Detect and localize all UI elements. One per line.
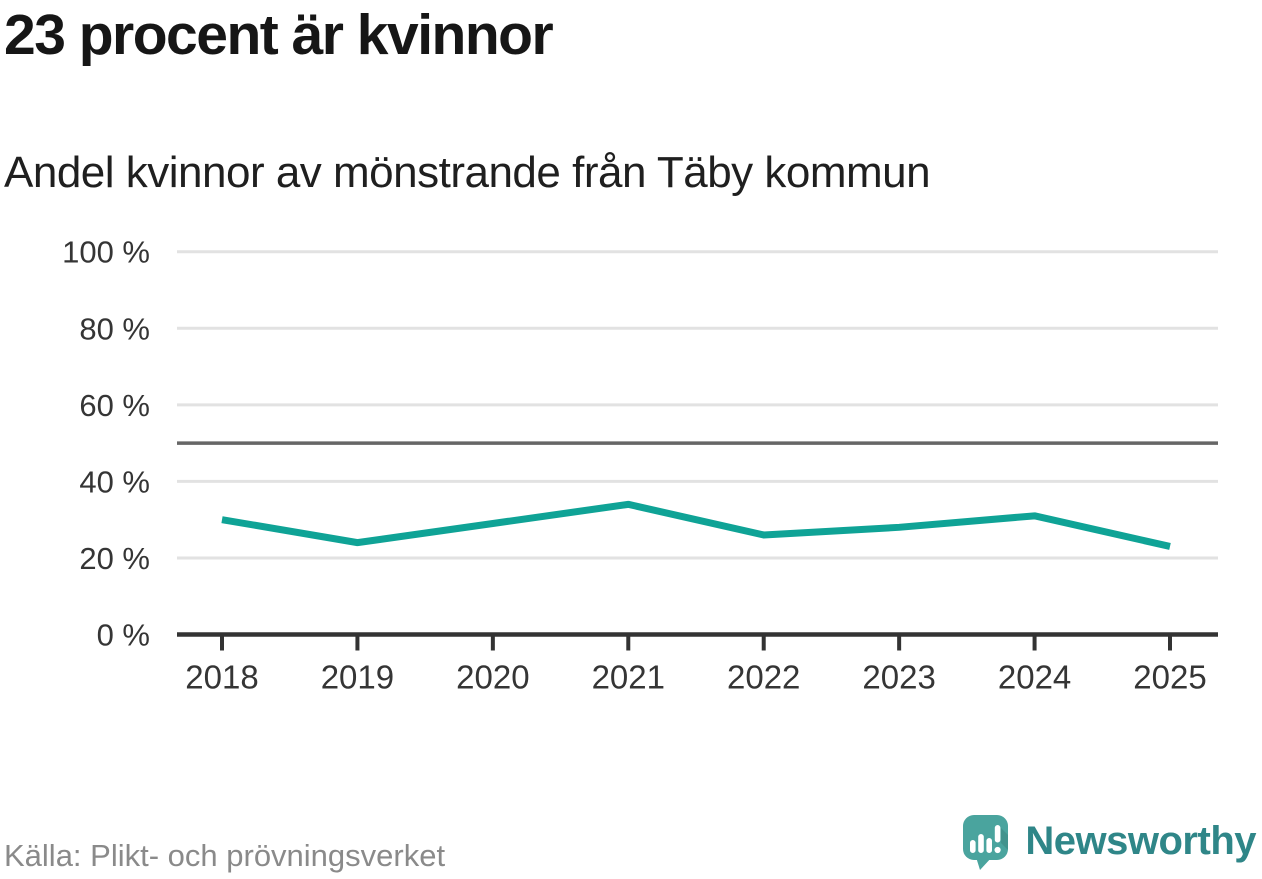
x-tick-label: 2023 bbox=[862, 659, 935, 696]
x-tick-label: 2019 bbox=[321, 659, 394, 696]
y-tick-label: 0 % bbox=[97, 618, 150, 653]
chart-subtitle: Andel kvinnor av mönstrande från Täby ko… bbox=[4, 148, 931, 197]
newsworthy-logo-icon bbox=[963, 815, 1009, 870]
chart-title: 23 procent är kvinnor bbox=[4, 3, 554, 67]
y-tick-label: 20 % bbox=[79, 541, 150, 576]
x-tick-label: 2024 bbox=[998, 659, 1071, 696]
y-tick-label: 40 % bbox=[79, 464, 150, 499]
line-chart: 2018 2019 2020 2021 2022 2023 2024 2025 100 % 80 … bbox=[62, 235, 1218, 696]
source-note: Källa: Plikt- och prövningsverket bbox=[4, 838, 446, 873]
y-tick-label: 60 % bbox=[79, 388, 150, 423]
x-tick-label: 2025 bbox=[1133, 659, 1206, 696]
x-tick-label: 2021 bbox=[592, 659, 665, 696]
logo-shade bbox=[1001, 828, 1009, 850]
newsworthy-wordmark: Newsworthy bbox=[1025, 819, 1256, 863]
data-line bbox=[221, 500, 1171, 550]
y-tick-label: 100 % bbox=[62, 235, 150, 270]
newsworthy-logo: Newsworthy bbox=[957, 813, 1256, 870]
x-tick-label: 2022 bbox=[727, 659, 800, 696]
x-tick-label: 2018 bbox=[185, 659, 258, 696]
logo-bars-exclamation bbox=[970, 825, 1002, 854]
x-tick-label: 2020 bbox=[456, 659, 529, 696]
y-tick-label: 80 % bbox=[79, 311, 150, 346]
